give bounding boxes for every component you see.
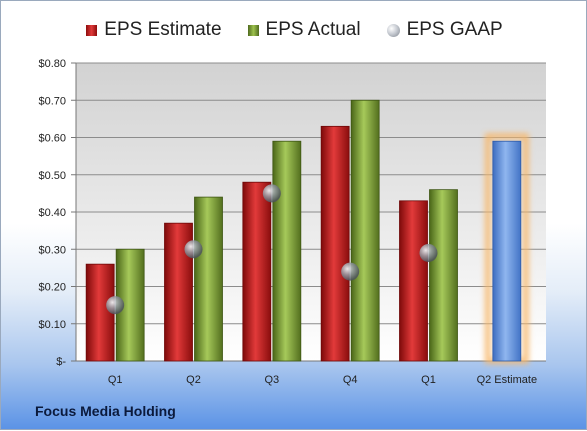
- x-tick-label: Q1: [421, 374, 436, 386]
- chart-legend: EPS Estimate EPS Actual EPS GAAP: [1, 15, 587, 45]
- x-tick-label: Q1: [108, 374, 123, 386]
- y-tick-label: $0.50: [38, 170, 66, 182]
- eps-actual-bar: [272, 140, 302, 362]
- company-name: Focus Media Holding: [35, 403, 176, 419]
- eps-gaap-marker: [106, 296, 125, 315]
- eps-estimate-bar: [320, 125, 350, 362]
- eps-actual-bar: [429, 189, 458, 362]
- y-tick-label: $0.20: [38, 282, 66, 294]
- eps-estimate-bar: [399, 200, 428, 362]
- y-tick-label: $0.70: [38, 95, 66, 107]
- eps-actual-bar: [350, 99, 380, 362]
- legend-label-eps-gaap: EPS GAAP: [406, 19, 503, 40]
- x-tick-label: Q4: [343, 374, 358, 386]
- eps-estimate-bar: [242, 181, 272, 362]
- y-tick-label: $0.30: [38, 244, 66, 256]
- eps-gaap-marker: [341, 262, 360, 281]
- eps-gaap-marker: [262, 184, 281, 203]
- legend-swatch-eps-gaap: [386, 23, 400, 37]
- eps-gaap-marker: [419, 243, 438, 262]
- y-tick-label: $0.40: [38, 207, 66, 219]
- legend-swatch-eps-actual: [247, 24, 259, 36]
- x-tick-label: Q3: [264, 374, 279, 386]
- x-tick-label: Q2 Estimate: [477, 374, 538, 386]
- y-tick-label: $0.80: [38, 58, 66, 70]
- legend-label-eps-actual: EPS Actual: [265, 19, 361, 40]
- q2-estimate-bar: [492, 140, 522, 362]
- eps-actual-bar: [194, 196, 223, 362]
- legend-item-eps-gaap: EPS GAAP: [386, 19, 503, 41]
- legend-item-eps-actual: EPS Actual: [247, 19, 361, 41]
- legend-label-eps-estimate: EPS Estimate: [104, 19, 222, 40]
- eps-estimate-bar: [85, 263, 115, 362]
- y-tick-label: $-: [56, 356, 66, 368]
- x-tick-label: Q2: [186, 374, 201, 386]
- eps-gaap-marker: [184, 240, 203, 259]
- y-tick-label: $0.10: [38, 319, 66, 331]
- legend-swatch-eps-estimate: [86, 24, 98, 36]
- legend-item-eps-estimate: EPS Estimate: [86, 19, 222, 41]
- y-tick-label: $0.60: [38, 133, 66, 145]
